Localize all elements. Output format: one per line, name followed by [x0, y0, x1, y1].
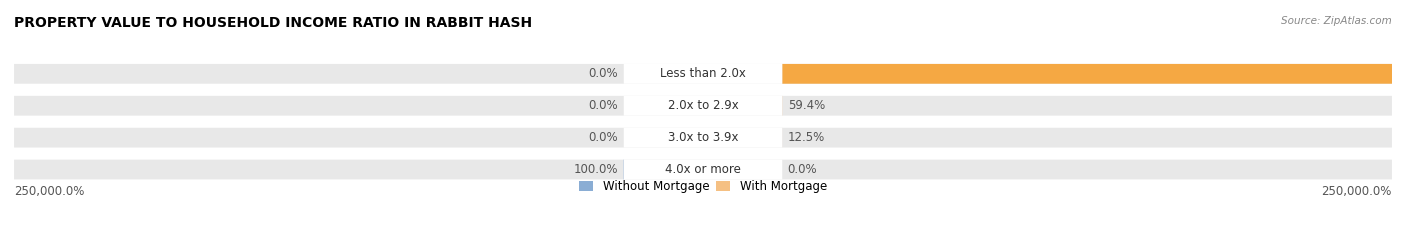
Text: Less than 2.0x: Less than 2.0x — [659, 67, 747, 80]
Text: 0.0%: 0.0% — [589, 67, 619, 80]
Text: 12.5%: 12.5% — [787, 131, 825, 144]
FancyBboxPatch shape — [14, 160, 1392, 179]
Text: 3.0x to 3.9x: 3.0x to 3.9x — [668, 131, 738, 144]
FancyBboxPatch shape — [624, 160, 782, 179]
Text: 250,000.0%: 250,000.0% — [14, 185, 84, 198]
Text: 250,000.0%: 250,000.0% — [1322, 185, 1392, 198]
FancyBboxPatch shape — [782, 64, 1406, 84]
Text: PROPERTY VALUE TO HOUSEHOLD INCOME RATIO IN RABBIT HASH: PROPERTY VALUE TO HOUSEHOLD INCOME RATIO… — [14, 16, 533, 30]
FancyBboxPatch shape — [624, 96, 782, 116]
Legend: Without Mortgage, With Mortgage: Without Mortgage, With Mortgage — [579, 180, 827, 193]
FancyBboxPatch shape — [14, 96, 1392, 116]
FancyBboxPatch shape — [624, 64, 782, 84]
FancyBboxPatch shape — [14, 64, 1392, 84]
Text: 59.4%: 59.4% — [787, 99, 825, 112]
FancyBboxPatch shape — [14, 128, 1392, 147]
Text: 2.0x to 2.9x: 2.0x to 2.9x — [668, 99, 738, 112]
Text: 4.0x or more: 4.0x or more — [665, 163, 741, 176]
Text: 0.0%: 0.0% — [787, 163, 817, 176]
Text: 100.0%: 100.0% — [574, 163, 619, 176]
Text: 0.0%: 0.0% — [589, 99, 619, 112]
Text: Source: ZipAtlas.com: Source: ZipAtlas.com — [1281, 16, 1392, 26]
Text: 0.0%: 0.0% — [589, 131, 619, 144]
FancyBboxPatch shape — [624, 128, 782, 147]
